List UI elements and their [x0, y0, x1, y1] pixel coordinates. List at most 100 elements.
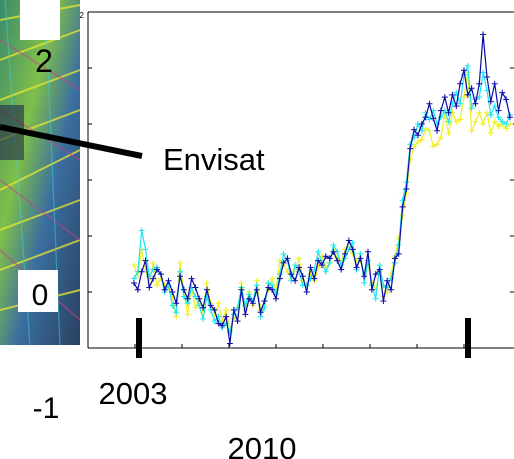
- series-3-point: [184, 311, 191, 318]
- series-3-point: [480, 121, 487, 127]
- series-2-point: [503, 121, 510, 127]
- annotation-envisat: Envisat: [163, 142, 265, 177]
- series-1-point: [184, 295, 191, 302]
- series-2-point: [142, 246, 149, 253]
- series-1-point: [468, 85, 475, 92]
- series-1-point: [299, 273, 306, 280]
- series-2-point: [372, 295, 379, 302]
- series-1-point: [472, 100, 479, 107]
- series-2-point: [426, 116, 433, 123]
- series-1-point: [211, 306, 218, 313]
- series-1-point: [334, 257, 341, 264]
- series-1-point: [441, 94, 448, 101]
- series-1-point: [146, 284, 153, 291]
- series-1-point: [345, 237, 352, 244]
- series-1-point: [322, 253, 329, 260]
- series-1-point: [284, 255, 291, 262]
- series-1-point: [380, 298, 387, 304]
- series-1-point: [338, 266, 345, 273]
- year-marker-2003: [136, 318, 142, 358]
- series-1-point: [461, 67, 467, 74]
- series-3-point: [223, 306, 230, 313]
- series-3-point: [434, 141, 441, 148]
- series-1-point: [430, 115, 437, 122]
- series-1-point: [499, 89, 506, 96]
- series-1-point: [292, 277, 299, 284]
- series-1-point: [192, 284, 199, 291]
- series-2-point: [388, 275, 395, 282]
- series-3-point: [418, 136, 425, 143]
- series-1-point: [307, 264, 314, 271]
- x-tick-label-2003: 2003: [99, 376, 168, 411]
- series-1-point: [154, 266, 160, 273]
- series-1-point: [464, 91, 471, 98]
- series-1-point: [349, 246, 356, 253]
- series-1-point: [395, 250, 402, 257]
- series-1-point: [403, 186, 410, 192]
- series-1-point: [173, 300, 180, 307]
- series-1-point: [296, 264, 302, 271]
- y-tick-label-0: 0: [32, 279, 49, 312]
- series-1-point: [169, 289, 176, 295]
- series-1-point: [449, 91, 456, 98]
- series-1-point: [411, 126, 418, 133]
- series-2-point: [292, 262, 299, 269]
- series-1-point: [503, 96, 510, 103]
- series-1-point: [484, 74, 490, 80]
- series-1-point: [384, 277, 391, 284]
- series-1-point: [399, 203, 406, 210]
- series-1-point: [253, 286, 260, 293]
- series-2-point: [330, 242, 337, 248]
- series-1-point: [131, 280, 137, 286]
- series-2: [131, 62, 513, 336]
- series-1-point: [353, 264, 360, 271]
- series-1-point: [476, 80, 483, 87]
- series-1-point: [480, 31, 487, 38]
- series-1-point: [437, 107, 444, 114]
- series-1-point: [273, 295, 279, 302]
- year-marker-2010: [465, 318, 471, 358]
- series-3-point: [430, 143, 437, 150]
- series-layer: [131, 31, 513, 347]
- series-3-point: [422, 125, 429, 132]
- series-2-point: [211, 318, 218, 325]
- series-2-point: [437, 114, 444, 121]
- series-1-point: [196, 295, 203, 302]
- series-1-point: [269, 286, 276, 293]
- series-3-point: [476, 109, 483, 116]
- series-3-point: [445, 130, 452, 136]
- series-3-point: [457, 116, 464, 123]
- series-1-point: [234, 318, 241, 325]
- series-1-point: [365, 248, 371, 255]
- series-3-point: [177, 259, 183, 266]
- series-1-point: [203, 286, 210, 293]
- series-1-point: [303, 289, 310, 295]
- series-2-point: [468, 105, 475, 112]
- series-1-point: [388, 286, 395, 293]
- series-1-point: [507, 114, 513, 121]
- series-3-point: [491, 118, 498, 125]
- series-1-point: [418, 121, 425, 127]
- series-1-point: [326, 255, 333, 262]
- series-1-point: [246, 295, 253, 302]
- annotation-pointer-line: [0, 124, 143, 159]
- series-1-point: [342, 250, 348, 257]
- series-2-point: [322, 268, 329, 275]
- series-1-point: [368, 286, 375, 293]
- series-3-point: [154, 282, 160, 289]
- series-2-point: [280, 250, 287, 257]
- series-1-point: [265, 284, 272, 291]
- series-1-point: [457, 80, 464, 87]
- series-1-point: [491, 80, 498, 87]
- minor-ticks: [87, 67, 514, 348]
- series-1-point: [311, 275, 318, 282]
- series-1-point: [134, 286, 141, 293]
- series-1-point: [215, 320, 222, 327]
- series-1-point: [422, 114, 429, 121]
- series-2-point: [491, 103, 498, 110]
- series-2-point: [223, 320, 230, 327]
- series-1-point: [261, 298, 268, 304]
- series-2-point: [495, 114, 502, 121]
- series-1-point: [177, 273, 183, 280]
- series-1-point: [376, 266, 383, 273]
